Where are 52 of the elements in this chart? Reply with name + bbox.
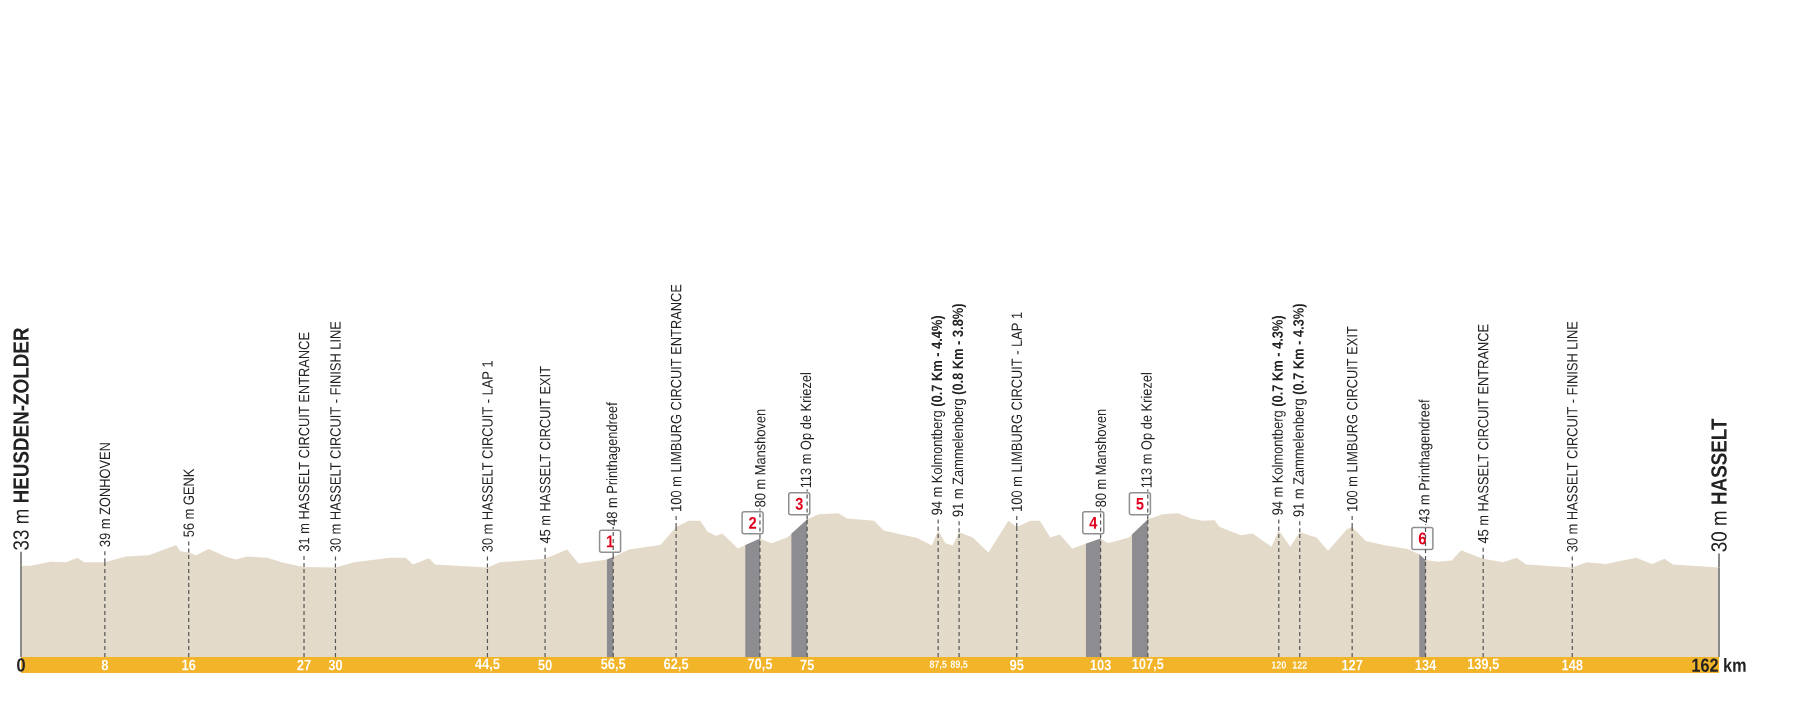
x-tick-label: 162 km: [1692, 658, 1746, 672]
x-tick-label: 16: [182, 659, 196, 671]
data-label: 31 m HASSELT CIRCUIT ENTRANCE: [298, 332, 310, 552]
band-label: 1: [606, 535, 614, 548]
x-tick-label: 120: [1271, 661, 1286, 669]
x-tick-label: 50: [538, 659, 552, 671]
data-label: 39 m ZONHOVEN: [99, 443, 111, 547]
x-tick-label: 139,5: [1467, 658, 1499, 672]
x-tick-label: 107,5: [1132, 658, 1164, 672]
data-label: 33 m HEUSDEN-ZOLDER: [13, 327, 29, 550]
x-tick-label: 87,5: [929, 660, 947, 670]
data-label: 100 m LIMBURG CIRCUIT EXIT: [1346, 326, 1358, 511]
x-tick-label: 8: [101, 659, 109, 671]
x-tick-label: 0: [17, 658, 25, 672]
data-label: 45 m HASSELT CIRCUIT EXIT: [539, 366, 551, 544]
data-label: 91 m Zammelenberg (0.7 Km - 4.3%): [1292, 304, 1307, 517]
data-label: 94 m Kolmontberg (0.7 Km - 4.4%): [931, 315, 946, 515]
data-label: 48 m Printhagendreef: [606, 402, 621, 526]
data-label: 80 m Manshoven: [1095, 409, 1107, 507]
data-label: 80 m Manshoven: [754, 409, 766, 507]
data-label: 100 m LIMBURG CIRCUIT - LAP 1: [1011, 312, 1023, 511]
data-label: 94 m Kolmontberg (0.7 Km - 4.3%): [1271, 315, 1286, 515]
band-label: 3: [795, 497, 803, 510]
x-tick-label: 75: [800, 659, 814, 671]
x-tick-label: 122: [1292, 661, 1307, 669]
data-label: 43 m Printhagendreef: [1418, 399, 1433, 523]
data-label: 30 m HASSELT CIRCUIT - LAP 1: [482, 361, 493, 552]
x-tick-label: 56,5: [601, 658, 626, 672]
band-label: 2: [749, 516, 757, 529]
data-label: 45 m HASSELT CIRCUIT ENTRANCE: [1477, 324, 1489, 544]
data-label: 56 m GENK: [183, 468, 194, 537]
band-label: 5: [1136, 497, 1144, 510]
x-tick-label: 89,5: [950, 660, 968, 670]
data-label: 113 m Op de Kriezel: [800, 373, 815, 488]
data-label: 30 m HASSELT: [1711, 418, 1727, 552]
x-tick-label: 148: [1562, 659, 1583, 671]
data-label: 30 m HASSELT CIRCUIT - FINISH LINE: [330, 321, 341, 552]
x-tick-label: 30: [328, 659, 343, 671]
data-label: 100 m LIMBURG CIRCUIT ENTRANCE: [670, 284, 682, 511]
data-label: 113 m Op de Kriezel: [1140, 373, 1155, 488]
data-label: 30 m HASSELT CIRCUIT - FINISH LINE: [1566, 321, 1578, 552]
x-tick-label: 70,5: [747, 658, 773, 672]
data-label: 91 m Zammelenberg (0.8 Km - 3.8%): [952, 304, 967, 517]
x-tick-label: 134: [1415, 659, 1437, 671]
x-tick-label: 62,5: [664, 658, 689, 672]
band-label: 6: [1418, 532, 1426, 545]
x-tick-label: 127: [1342, 659, 1363, 671]
x-tick-label: 95: [1010, 659, 1024, 671]
x-tick-label: 103: [1090, 659, 1111, 671]
x-tick-label: 27: [297, 659, 311, 671]
band-label: 4: [1089, 517, 1098, 529]
x-tick-label: 44,5: [475, 658, 500, 672]
